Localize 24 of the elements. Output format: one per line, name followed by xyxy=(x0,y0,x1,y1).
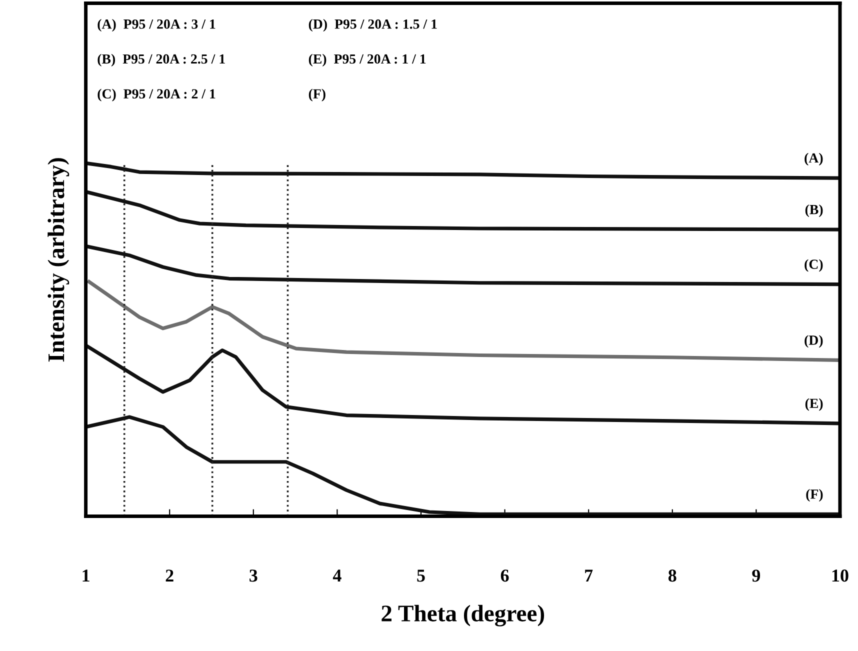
x-tick-label: 10 xyxy=(832,570,848,582)
y-axis-title: Intensity (arbitrary) xyxy=(48,158,70,362)
x-tick-label: 8 xyxy=(668,570,676,582)
text: (E) P95 / 20A : 1 / 1 xyxy=(308,54,426,66)
x-tick-label: 6 xyxy=(500,570,509,582)
x-tick-label: 9 xyxy=(752,570,760,582)
series-label: (D) xyxy=(804,335,823,348)
x-tick-label: 5 xyxy=(417,570,425,582)
x-tick-label: 2 xyxy=(166,570,174,582)
x-tick-label: 4 xyxy=(332,570,342,582)
series-label: (C) xyxy=(804,259,823,272)
text: (A) P95 / 20A : 3 / 1 xyxy=(98,19,216,32)
series-label: (A) xyxy=(804,152,823,166)
text: (C) P95 / 20A : 2 / 1 xyxy=(98,88,216,102)
x-tick-label: 3 xyxy=(250,570,258,582)
text: (D) P95 / 20A : 1.5 / 1 xyxy=(308,19,437,32)
x-tick-label: 1 xyxy=(82,570,90,582)
series-label: (E) xyxy=(805,398,823,411)
text: (B) P95 / 20A : 2.5 / 1 xyxy=(98,54,225,66)
series-label: (F) xyxy=(806,489,823,502)
x-axis-title: 2 Theta (degree) xyxy=(382,604,544,626)
x-tick-label: 7 xyxy=(585,570,593,582)
text: (F) xyxy=(308,88,326,102)
series-label: (B) xyxy=(805,204,823,218)
